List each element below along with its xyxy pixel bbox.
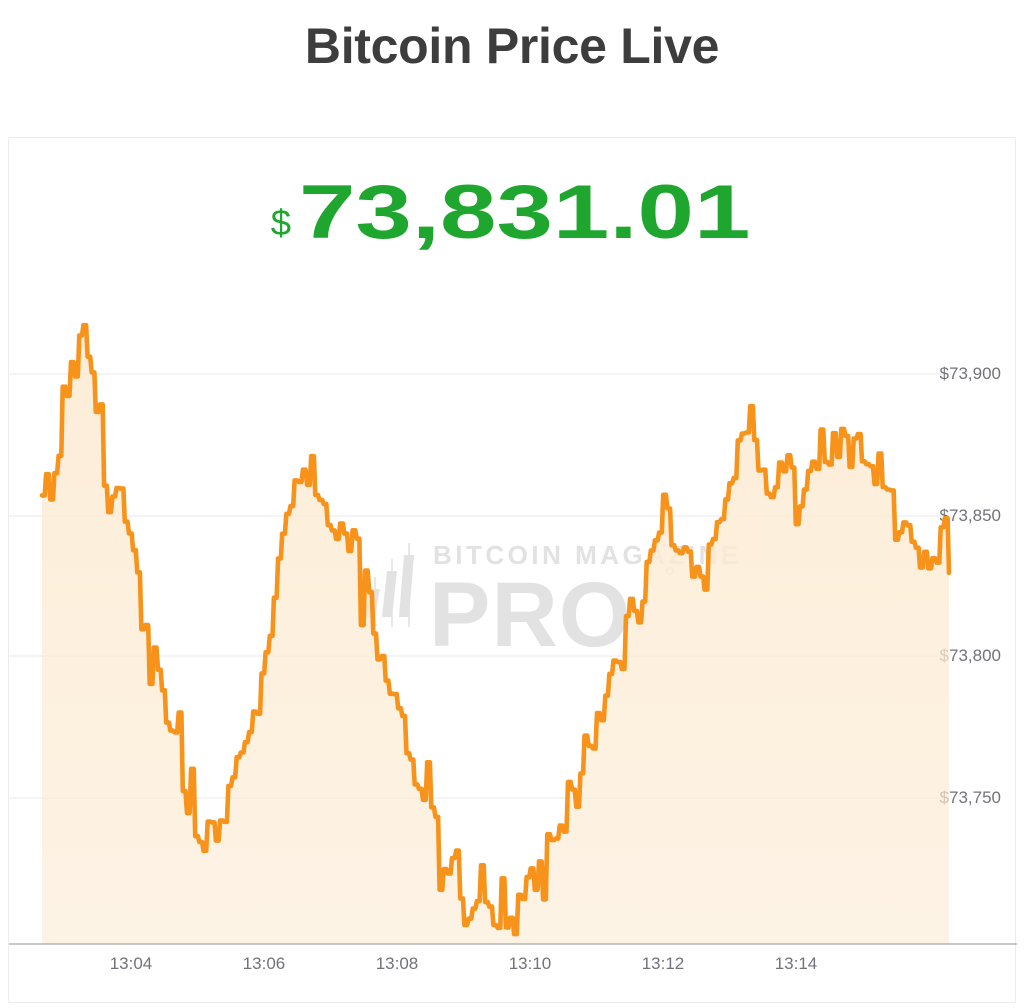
svg-text:13:06: 13:06 (243, 954, 286, 973)
svg-text:13:14: 13:14 (775, 954, 818, 973)
svg-text:$73,900: $73,900 (940, 364, 1001, 383)
svg-text:13:08: 13:08 (376, 954, 419, 973)
svg-text:13:12: 13:12 (642, 954, 685, 973)
svg-text:13:10: 13:10 (509, 954, 552, 973)
svg-text:PRO: PRO (429, 564, 631, 666)
svg-text:13:04: 13:04 (110, 954, 153, 973)
